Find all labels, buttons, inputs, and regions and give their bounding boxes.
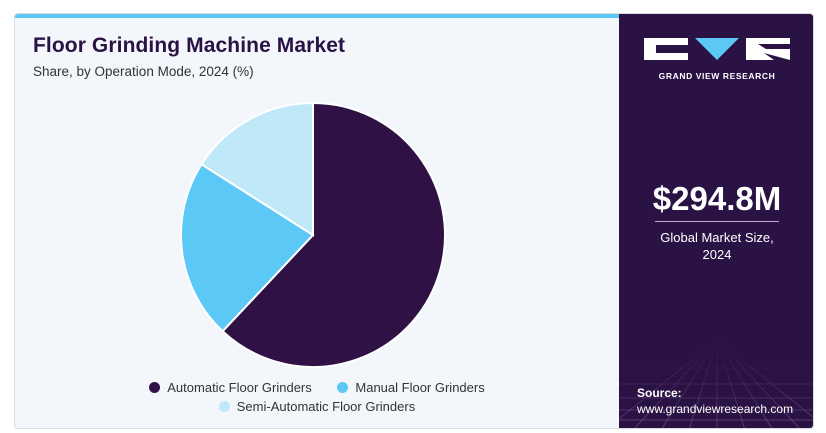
chart-subtitle: Share, by Operation Mode, 2024 (%) bbox=[33, 64, 254, 79]
legend-item-semi-automatic: Semi-Automatic Floor Grinders bbox=[218, 399, 416, 414]
legend-label-semi-automatic: Semi-Automatic Floor Grinders bbox=[236, 399, 416, 414]
market-size-label-line1: Global Market Size, bbox=[660, 230, 774, 245]
market-size-label-line2: 2024 bbox=[702, 247, 732, 262]
pie-chart bbox=[180, 101, 446, 368]
legend-item-manual: Manual Floor Grinders bbox=[337, 380, 485, 395]
pie-slice-manual bbox=[180, 162, 315, 333]
brand-text: GRAND VIEW RESEARCH bbox=[658, 71, 776, 81]
grand-view-research-logo bbox=[644, 38, 790, 60]
legend-swatch-automatic bbox=[149, 382, 161, 393]
info-sidebar: GRAND VIEW RESEARCH $294.8M Global Marke… bbox=[619, 14, 813, 428]
legend-row: Automatic Floor Grinders Manual Floor Gr… bbox=[15, 380, 619, 396]
accent-bar bbox=[15, 14, 619, 18]
pie-slice-automatic bbox=[221, 101, 446, 368]
divider bbox=[655, 221, 779, 222]
legend-label-manual: Manual Floor Grinders bbox=[355, 380, 485, 395]
source-url[interactable]: www.grandviewresearch.com bbox=[637, 402, 794, 416]
market-size-label: Global Market Size, 2024 bbox=[619, 229, 813, 263]
source-label: Source: bbox=[637, 386, 682, 400]
legend-swatch-manual bbox=[337, 382, 349, 393]
chart-title: Floor Grinding Machine Market bbox=[33, 34, 346, 57]
legend-label-automatic: Automatic Floor Grinders bbox=[167, 380, 312, 395]
chart-card: Floor Grinding Machine Market Share, by … bbox=[14, 13, 814, 429]
legend-row: Semi-Automatic Floor Grinders bbox=[15, 399, 619, 415]
pie-slice-semi-automatic bbox=[200, 101, 314, 237]
grid-background bbox=[619, 339, 813, 428]
legend-item-automatic: Automatic Floor Grinders bbox=[149, 380, 312, 395]
market-size-value: $294.8M bbox=[652, 180, 782, 217]
legend-swatch-semi-automatic bbox=[218, 401, 230, 412]
